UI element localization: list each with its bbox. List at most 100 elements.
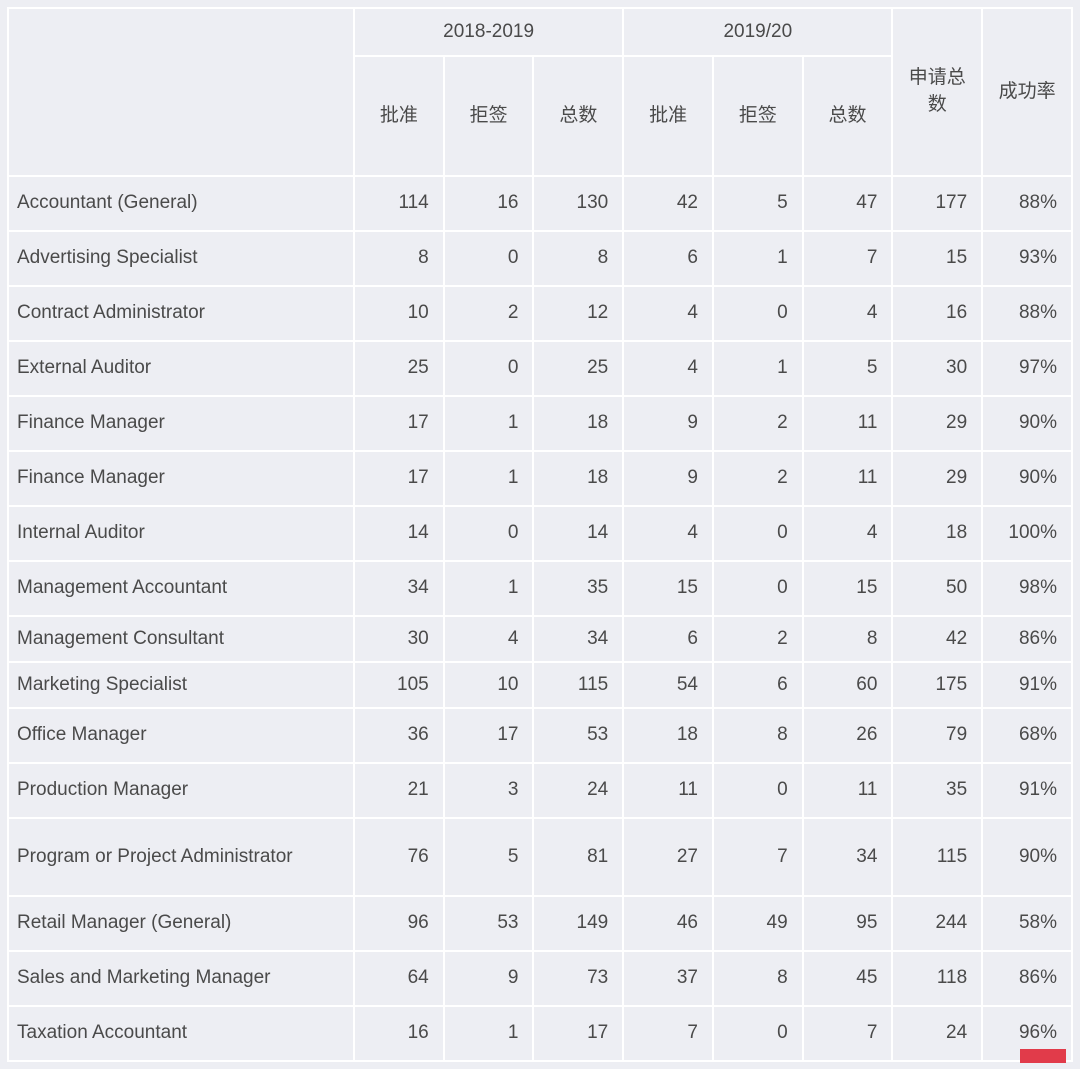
cell-rejected-2: 2	[713, 451, 803, 506]
cell-total-2: 11	[803, 396, 893, 451]
cell-approved-1: 30	[354, 616, 444, 662]
header-group-2019-20: 2019/20	[623, 8, 892, 56]
cell-total-1: 18	[533, 451, 623, 506]
header-blank	[8, 8, 354, 176]
cell-approved-1: 17	[354, 451, 444, 506]
cell-approved-2: 9	[623, 396, 713, 451]
table-row: Retail Manager (General)9653149464995244…	[8, 896, 1072, 951]
cell-total-2: 60	[803, 662, 893, 708]
row-label: Finance Manager	[8, 451, 354, 506]
header-approved-1: 批准	[354, 56, 444, 176]
table-body: Accountant (General)114161304254717788%A…	[8, 176, 1072, 1061]
cell-rejected-1: 53	[444, 896, 534, 951]
row-label: Contract Administrator	[8, 286, 354, 341]
header-success-rate: 成功率	[982, 8, 1072, 176]
table-row: Office Manager361753188267968%	[8, 708, 1072, 763]
row-label: Program or Project Administrator	[8, 818, 354, 896]
row-label: Management Consultant	[8, 616, 354, 662]
cell-total-2: 4	[803, 506, 893, 561]
cell-grand-total: 115	[892, 818, 982, 896]
table-row: Advertising Specialist8086171593%	[8, 231, 1072, 286]
cell-approved-2: 27	[623, 818, 713, 896]
cell-total-1: 8	[533, 231, 623, 286]
cell-total-2: 8	[803, 616, 893, 662]
cell-total-1: 17	[533, 1006, 623, 1061]
cell-total-2: 7	[803, 1006, 893, 1061]
header-grand-total: 申请总数	[892, 8, 982, 176]
cell-success-rate: 86%	[982, 951, 1072, 1006]
cell-grand-total: 177	[892, 176, 982, 231]
cell-success-rate: 93%	[982, 231, 1072, 286]
cell-approved-1: 64	[354, 951, 444, 1006]
cell-success-rate: 91%	[982, 763, 1072, 818]
table-row: Finance Manager1711892112990%	[8, 396, 1072, 451]
row-label: Production Manager	[8, 763, 354, 818]
cell-success-rate: 68%	[982, 708, 1072, 763]
row-label: Finance Manager	[8, 396, 354, 451]
cell-success-rate: 88%	[982, 286, 1072, 341]
cell-grand-total: 24	[892, 1006, 982, 1061]
cell-success-rate: 96%	[982, 1006, 1072, 1061]
table-row: Accountant (General)114161304254717788%	[8, 176, 1072, 231]
cell-approved-1: 21	[354, 763, 444, 818]
cell-rejected-1: 0	[444, 231, 534, 286]
cell-rejected-1: 3	[444, 763, 534, 818]
cell-approved-2: 4	[623, 286, 713, 341]
cell-rejected-1: 16	[444, 176, 534, 231]
cell-total-2: 47	[803, 176, 893, 231]
table-row: Management Consultant304346284286%	[8, 616, 1072, 662]
table-row: Production Manager21324110113591%	[8, 763, 1072, 818]
cell-rejected-1: 0	[444, 506, 534, 561]
table-row: Taxation Accountant161177072496%	[8, 1006, 1072, 1061]
row-label: Office Manager	[8, 708, 354, 763]
cell-approved-2: 4	[623, 506, 713, 561]
cell-rejected-1: 1	[444, 451, 534, 506]
cell-grand-total: 79	[892, 708, 982, 763]
cell-total-2: 26	[803, 708, 893, 763]
cell-success-rate: 100%	[982, 506, 1072, 561]
cell-rejected-1: 1	[444, 561, 534, 616]
cell-rejected-1: 17	[444, 708, 534, 763]
cell-rejected-1: 2	[444, 286, 534, 341]
cell-total-1: 81	[533, 818, 623, 896]
cell-rejected-2: 8	[713, 951, 803, 1006]
cell-total-2: 45	[803, 951, 893, 1006]
cell-total-2: 5	[803, 341, 893, 396]
cell-approved-2: 7	[623, 1006, 713, 1061]
cell-success-rate: 97%	[982, 341, 1072, 396]
cell-total-1: 35	[533, 561, 623, 616]
cell-grand-total: 175	[892, 662, 982, 708]
table-row: Marketing Specialist105101155466017591%	[8, 662, 1072, 708]
cell-approved-2: 46	[623, 896, 713, 951]
table-row: External Auditor250254153097%	[8, 341, 1072, 396]
cell-approved-1: 76	[354, 818, 444, 896]
cell-grand-total: 16	[892, 286, 982, 341]
cell-rejected-2: 2	[713, 616, 803, 662]
cell-grand-total: 118	[892, 951, 982, 1006]
table-row: Internal Auditor1401440418100%	[8, 506, 1072, 561]
table-row: Sales and Marketing Manager6497337845118…	[8, 951, 1072, 1006]
header-total-2: 总数	[803, 56, 893, 176]
cell-total-2: 95	[803, 896, 893, 951]
row-label: Advertising Specialist	[8, 231, 354, 286]
cell-approved-2: 42	[623, 176, 713, 231]
cell-rejected-1: 4	[444, 616, 534, 662]
header-group-row: 2018-2019 2019/20 申请总数 成功率	[8, 8, 1072, 56]
cell-total-1: 18	[533, 396, 623, 451]
cell-total-1: 34	[533, 616, 623, 662]
cell-total-1: 73	[533, 951, 623, 1006]
row-label: Sales and Marketing Manager	[8, 951, 354, 1006]
cell-total-2: 11	[803, 763, 893, 818]
table-row: Management Accountant34135150155098%	[8, 561, 1072, 616]
cell-rejected-2: 49	[713, 896, 803, 951]
table-row: Finance Manager1711892112990%	[8, 451, 1072, 506]
cell-rejected-2: 0	[713, 561, 803, 616]
cell-approved-1: 96	[354, 896, 444, 951]
cell-total-2: 11	[803, 451, 893, 506]
cell-total-1: 12	[533, 286, 623, 341]
header-rejected-1: 拒签	[444, 56, 534, 176]
cell-approved-2: 6	[623, 616, 713, 662]
cell-approved-1: 105	[354, 662, 444, 708]
cell-approved-1: 36	[354, 708, 444, 763]
row-label: Retail Manager (General)	[8, 896, 354, 951]
